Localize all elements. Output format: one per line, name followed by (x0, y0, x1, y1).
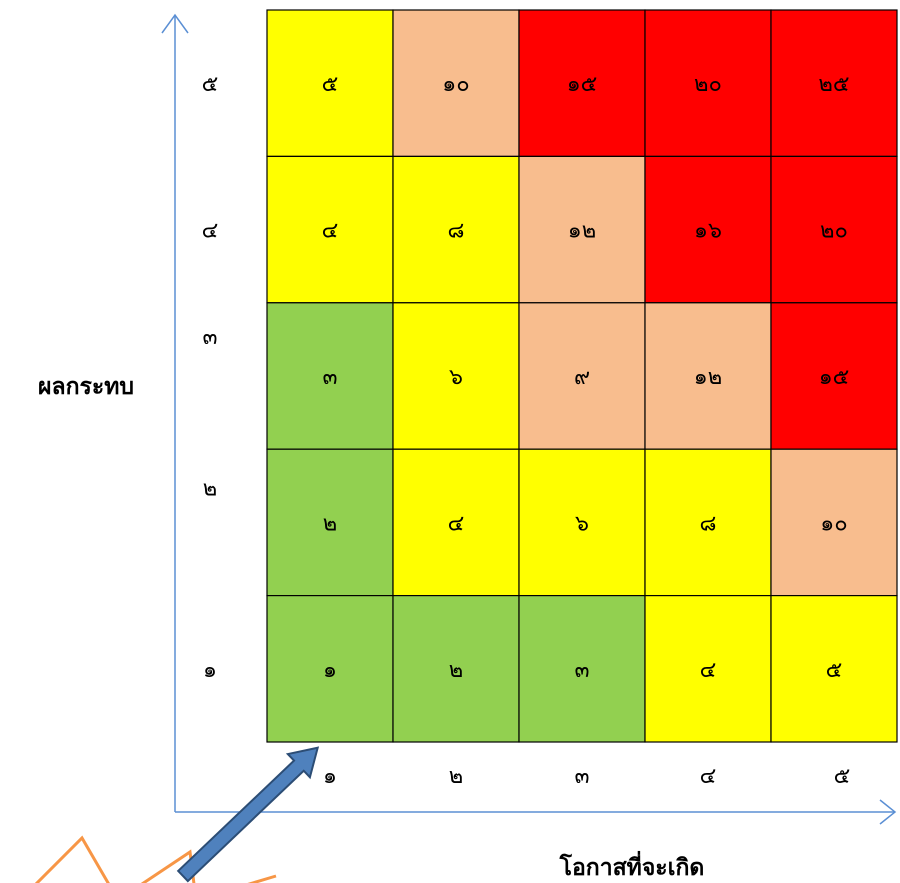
x-axis-arrowhead (879, 799, 897, 825)
y-axis-arrowhead (161, 13, 189, 34)
x-axis-title: โอกาสที่จะเกิด (559, 850, 705, 881)
matrix-cell-value: ๒ (449, 658, 464, 683)
matrix-cell (392, 302, 520, 450)
y-tick-label: ๕ (202, 72, 219, 97)
risk-matrix-grid (266, 9, 898, 743)
matrix-cell (770, 448, 898, 597)
matrix-cell-value: ๑๒ (694, 365, 722, 390)
y-tick-label: ๒ (203, 476, 218, 501)
matrix-cell-value: ๑ (323, 658, 337, 683)
arrow-up-right-icon (176, 746, 320, 883)
matrix-cell-value: ๒๕ (818, 72, 849, 97)
y-tick-label: ๑ (203, 658, 217, 683)
matrix-cell (266, 448, 394, 597)
matrix-cell (770, 302, 898, 450)
matrix-cell-value: ๓ (322, 365, 337, 390)
y-tick-label: ๓ (202, 325, 217, 350)
matrix-cell (770, 9, 898, 157)
matrix-cell (266, 302, 394, 450)
matrix-cell-value: ๕ (826, 658, 843, 683)
matrix-cell-value: ๔ (322, 219, 339, 244)
matrix-cell-value: ๘ (448, 219, 465, 244)
starburst-icon (34, 835, 277, 883)
x-tick-label: ๕ (834, 764, 851, 789)
matrix-cell (770, 594, 898, 743)
matrix-cell-value: ๓ (574, 658, 589, 683)
matrix-cell-value: ๔ (448, 511, 465, 536)
matrix-cell (770, 155, 898, 304)
matrix-cell-value: ๙ (574, 365, 590, 390)
matrix-cell-value: ๕ (322, 72, 339, 97)
matrix-cell-value: ๑๕ (819, 365, 850, 390)
matrix-cell (518, 448, 646, 597)
risk-matrix-values: ๕๑๐ ๑๕ ๒๐ ๒๕๔๘๑๒ ๑๖ ๒๐๓๖๙๑๒ ๑๕๒๔๖๘๑๐๑๒๓๔๕ (322, 72, 850, 683)
matrix-cell-value: ๔ (700, 658, 717, 683)
matrix-cell (644, 155, 772, 304)
matrix-cell-value: ๒ (323, 511, 338, 536)
matrix-cell-value: ๑๐ (820, 511, 847, 536)
matrix-cell (266, 9, 394, 157)
x-tick-label: ๒ (449, 764, 464, 789)
matrix-cell (644, 594, 772, 743)
matrix-cell-value: ๑๖ (694, 219, 722, 244)
matrix-cell-value: ๖ (449, 365, 463, 390)
x-tick-label: ๑ (323, 764, 337, 789)
axes (161, 13, 897, 825)
matrix-cell (644, 302, 772, 450)
matrix-cell (266, 594, 394, 743)
matrix-cell (518, 9, 646, 157)
y-axis-ticks: ๑ ๒ ๓ ๔ ๕ (202, 72, 219, 683)
y-tick-label: ๔ (202, 219, 219, 244)
x-tick-label: ๓ (574, 764, 589, 789)
x-tick-label: ๔ (700, 764, 717, 789)
matrix-cell (518, 594, 646, 743)
matrix-cell (644, 9, 772, 157)
matrix-cell (392, 155, 520, 304)
matrix-cell-value: ๒๐ (694, 72, 722, 97)
matrix-cell-value: ๘ (700, 511, 717, 536)
matrix-cell-value: ๑๕ (567, 72, 598, 97)
matrix-cell (644, 448, 772, 597)
matrix-cell-value: ๒๐ (820, 219, 848, 244)
x-axis-ticks: ๑ ๒ ๓ ๔ ๕ (323, 764, 850, 789)
matrix-cell-value: ๑๒ (568, 219, 596, 244)
y-axis-title: ผลกระทบ (38, 374, 134, 400)
matrix-cell (266, 155, 394, 304)
matrix-cell-value: ๑๐ (442, 72, 469, 97)
matrix-cell-value: ๖ (575, 511, 589, 536)
matrix-cell (392, 594, 520, 743)
